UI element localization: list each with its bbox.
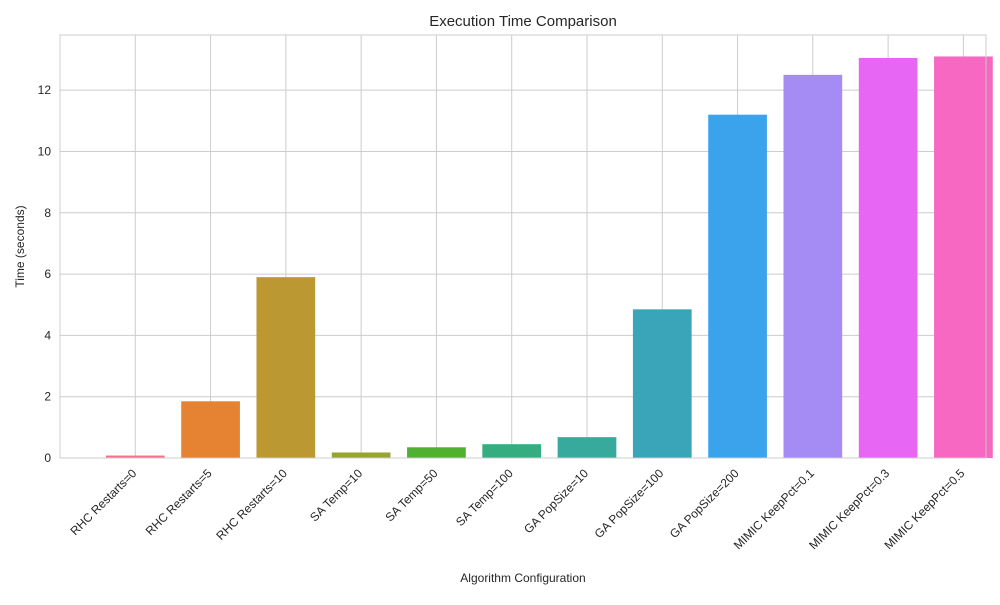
y-tick-label: 4 <box>44 328 51 342</box>
y-tick-label: 12 <box>38 83 52 97</box>
x-tick-label: MIMIC KeepPct=0.5 <box>881 466 967 552</box>
x-tick-label: RHC Restarts=0 <box>67 466 139 538</box>
bar <box>105 455 165 458</box>
y-axis-label: Time (seconds) <box>13 205 27 287</box>
grid <box>60 35 986 459</box>
x-axis-label: Algorithm Configuration <box>460 571 585 585</box>
x-tick-label: SA Temp=50 <box>382 466 440 524</box>
y-tick-label: 2 <box>44 390 51 404</box>
x-tick-label: RHC Restarts=5 <box>143 466 215 538</box>
y-tick-label: 8 <box>44 206 51 220</box>
y-tick-label: 0 <box>44 451 51 465</box>
x-tick-label: GA PopSize=200 <box>667 466 742 541</box>
bar <box>934 56 993 459</box>
bar <box>783 74 843 458</box>
bar <box>331 452 391 458</box>
x-tick-label: SA Temp=100 <box>453 466 516 529</box>
bar <box>708 114 767 459</box>
bar <box>557 437 617 458</box>
bar <box>632 309 692 458</box>
x-tick-label: MIMIC KeepPct=0.3 <box>806 466 892 552</box>
x-tick-label: SA Temp=10 <box>307 466 365 524</box>
x-tick-label: RHC Restarts=10 <box>213 466 290 543</box>
x-tick-label: GA PopSize=10 <box>521 466 591 536</box>
bar <box>407 447 466 458</box>
bar <box>181 401 240 458</box>
bars <box>105 56 993 459</box>
y-axis-ticks: 0 2 4 6 8 10 12 <box>38 83 52 465</box>
x-tick-label: GA PopSize=100 <box>592 466 667 541</box>
x-tick-label: MIMIC KeepPct=0.1 <box>731 466 817 552</box>
y-tick-label: 10 <box>38 144 52 158</box>
plot-frame <box>59 34 987 459</box>
bar <box>858 57 918 458</box>
y-tick-label: 6 <box>44 267 51 281</box>
chart-title: Execution Time Comparison <box>429 13 617 30</box>
bar <box>482 444 542 458</box>
bar <box>256 277 316 458</box>
